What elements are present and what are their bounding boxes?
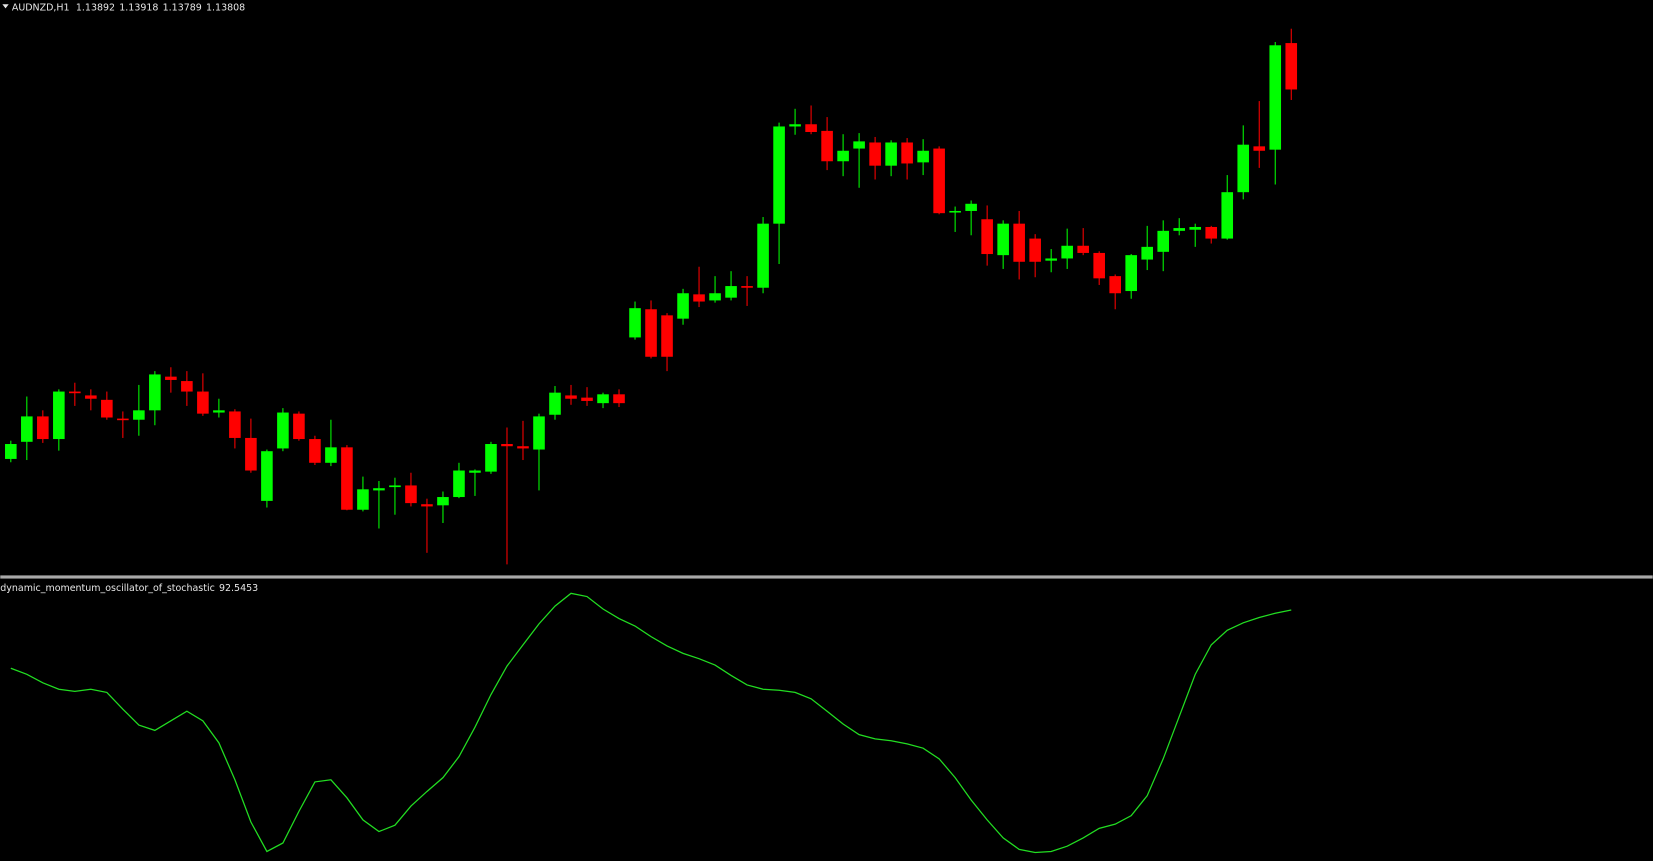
candle-body [677,293,689,319]
candle-body [1157,230,1170,252]
candle-body [853,141,865,149]
candle-body [901,142,913,164]
candle-body [1205,226,1218,239]
candle-body [1285,43,1298,90]
candle-body [693,294,705,302]
candle-body [709,293,721,301]
indicator-name: dynamic_momentum_oscillator_of_stochasti… [0,583,215,594]
candle-body [1077,245,1089,253]
candle-body [421,504,433,507]
candle-body [613,394,625,404]
candle-body [1061,245,1073,259]
candle-body [1269,45,1282,150]
candle-body [773,126,785,224]
candle-body [277,412,289,449]
last-low: 1.13789 [163,2,202,13]
candle-body [917,150,929,163]
candle-body [581,397,593,401]
candle-body [661,315,673,357]
candle-body [885,142,897,166]
candle-body [53,391,65,440]
candle-body [965,203,977,211]
candle-body [341,447,353,510]
candle-body [517,446,529,449]
candle-body [949,210,961,213]
indicator-label: dynamic_momentum_oscillator_of_stochasti… [0,583,258,594]
last-close: 1.13808 [206,2,245,13]
indicator-value: 92.5453 [219,583,258,594]
candle-body [501,444,513,447]
candle-body [85,395,97,399]
candle-body [837,150,849,162]
candle-body [565,395,577,399]
candle-body [757,223,769,288]
candle-body [1093,252,1105,279]
last-open: 1.13892 [76,2,115,13]
candle-body [181,381,193,392]
candle-body [997,223,1009,256]
candle-body [309,439,321,463]
candle-body [21,416,33,442]
candle-body [1221,192,1234,239]
candle-body [981,219,993,255]
candle-body [373,488,385,491]
candle-body [1189,226,1202,230]
candle-body [629,308,641,338]
candle-body [325,447,337,463]
candle-body [69,391,81,394]
candle-body [229,411,241,438]
candle-body [645,309,657,357]
last-high: 1.13918 [119,2,158,13]
candle-body [821,130,833,162]
candle-body [389,485,401,488]
header: AUDNZD,H1 1.13892 1.13918 1.13789 1.13808 [12,2,245,13]
candle-body [1237,144,1250,193]
oscillator-line [10,592,1292,854]
candle-body [405,485,417,504]
candle-body [533,416,545,450]
candle-body [741,286,753,288]
candle-body [469,470,481,473]
candle-body [1109,276,1121,294]
candle-body [245,437,257,471]
candle-body [197,391,209,414]
candle-body [165,376,177,380]
panel-separator [0,575,1653,579]
candle-body [5,444,17,459]
candle-body [933,148,945,214]
candle-body [725,286,737,298]
candle-body [453,470,465,498]
candle-body [1045,258,1057,261]
candle-body [213,410,225,413]
candle-body [1141,246,1153,260]
candle-body [597,394,609,404]
candle-body [1173,228,1186,231]
candle-body [293,413,305,440]
candle-body [805,124,817,132]
candle-body [789,124,801,127]
candle-body [149,374,161,411]
candle-body [133,410,145,420]
candle-body [485,444,497,472]
candle-body [869,142,881,166]
symbol: AUDNZD,H1 [12,2,70,13]
candle-body [1253,146,1266,151]
candle-body [1013,223,1025,262]
candle-body [1125,255,1137,292]
candle-body [37,416,49,440]
menu-arrow[interactable] [2,4,9,9]
candle-body [101,399,113,418]
candle-body [261,451,273,501]
candle-body [1029,238,1041,262]
candle-body [357,489,369,510]
candle-body [549,392,561,415]
candle-body [117,418,129,421]
candle-body [437,497,449,506]
